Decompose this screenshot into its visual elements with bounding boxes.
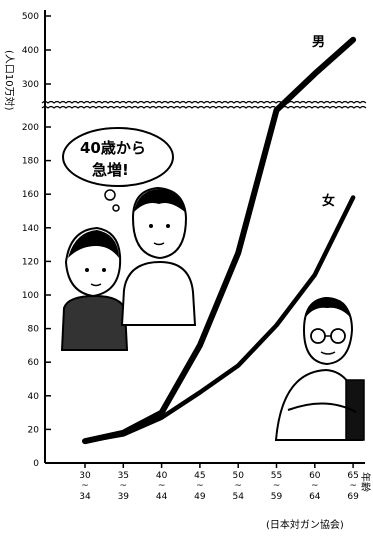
x-tick-separator: ~	[81, 481, 89, 491]
series-line-2	[82, 195, 356, 444]
x-tick-label-start: 40	[156, 471, 168, 481]
bubble-text-top: 40歳から	[80, 139, 146, 157]
x-tick-separator: ~	[311, 481, 319, 491]
y-tick-label: 40	[28, 392, 40, 402]
man-illustration-right	[274, 296, 365, 441]
y-tick-label: 140	[22, 224, 39, 234]
y-tick-label: 20	[28, 425, 40, 435]
x-tick-label-start: 65	[347, 471, 358, 481]
axis-break-lower	[41, 105, 367, 109]
source-note: (日本対ガン協会)	[266, 518, 344, 531]
y-tick-label: 180	[22, 157, 39, 167]
x-tick-label-end: 39	[118, 492, 130, 502]
y-tick-label: 120	[22, 257, 39, 267]
y-tick-label: 60	[28, 358, 40, 368]
series-labels: 男女	[312, 35, 335, 209]
man-illustration-left	[120, 186, 197, 326]
y-tick-label: 500	[22, 12, 39, 22]
x-tick-label-end: 69	[347, 492, 359, 502]
x-tick-label-end: 49	[194, 492, 206, 502]
y-tick-label: 200	[22, 123, 39, 133]
x-tick-separator: ~	[196, 481, 204, 491]
y-tick-label: 100	[22, 291, 39, 301]
y-ticks: 0 20 40 60 80 100 120 140 160 180 200 300 400 500	[22, 12, 51, 469]
x-tick-label-end: 54	[232, 492, 244, 502]
bubble-text-bottom: 急増!	[92, 161, 129, 179]
x-tick-separator: ~	[349, 481, 357, 491]
x-tick-label-start: 55	[271, 471, 282, 481]
thought-bubble-illustration: 40歳から 急増!	[62, 127, 174, 212]
axis-break-upper	[41, 100, 367, 104]
x-tick-label-end: 44	[156, 492, 168, 502]
x-tick-label-start: 50	[232, 471, 244, 481]
x-tick-label-start: 45	[194, 471, 205, 481]
y-tick-label: 300	[22, 80, 39, 90]
x-axis-label: 年齢	[359, 472, 372, 492]
x-tick-separator: ~	[273, 481, 281, 491]
y-tick-label: 0	[33, 459, 39, 469]
x-tick-label-start: 35	[118, 471, 129, 481]
x-tick-label-start: 30	[79, 471, 91, 481]
x-tick-label-start: 60	[309, 471, 321, 481]
y-axis-label: (人口10万対)	[3, 50, 16, 111]
y-tick-label: 400	[22, 46, 39, 56]
x-tick-label-end: 64	[309, 492, 321, 502]
x-tick-separator: ~	[234, 481, 242, 491]
y-tick-label: 80	[28, 325, 40, 335]
series-lines	[82, 36, 357, 445]
series-label-2: 女	[322, 193, 335, 209]
axes	[41, 10, 367, 464]
x-tick-label-end: 34	[79, 492, 91, 502]
x-tick-separator: ~	[120, 481, 128, 491]
y-tick-label: 160	[22, 190, 39, 200]
x-tick-label-end: 59	[271, 492, 283, 502]
x-tick-separator: ~	[158, 481, 166, 491]
woman-illustration	[60, 226, 129, 351]
series-label-1: 男	[312, 35, 325, 50]
